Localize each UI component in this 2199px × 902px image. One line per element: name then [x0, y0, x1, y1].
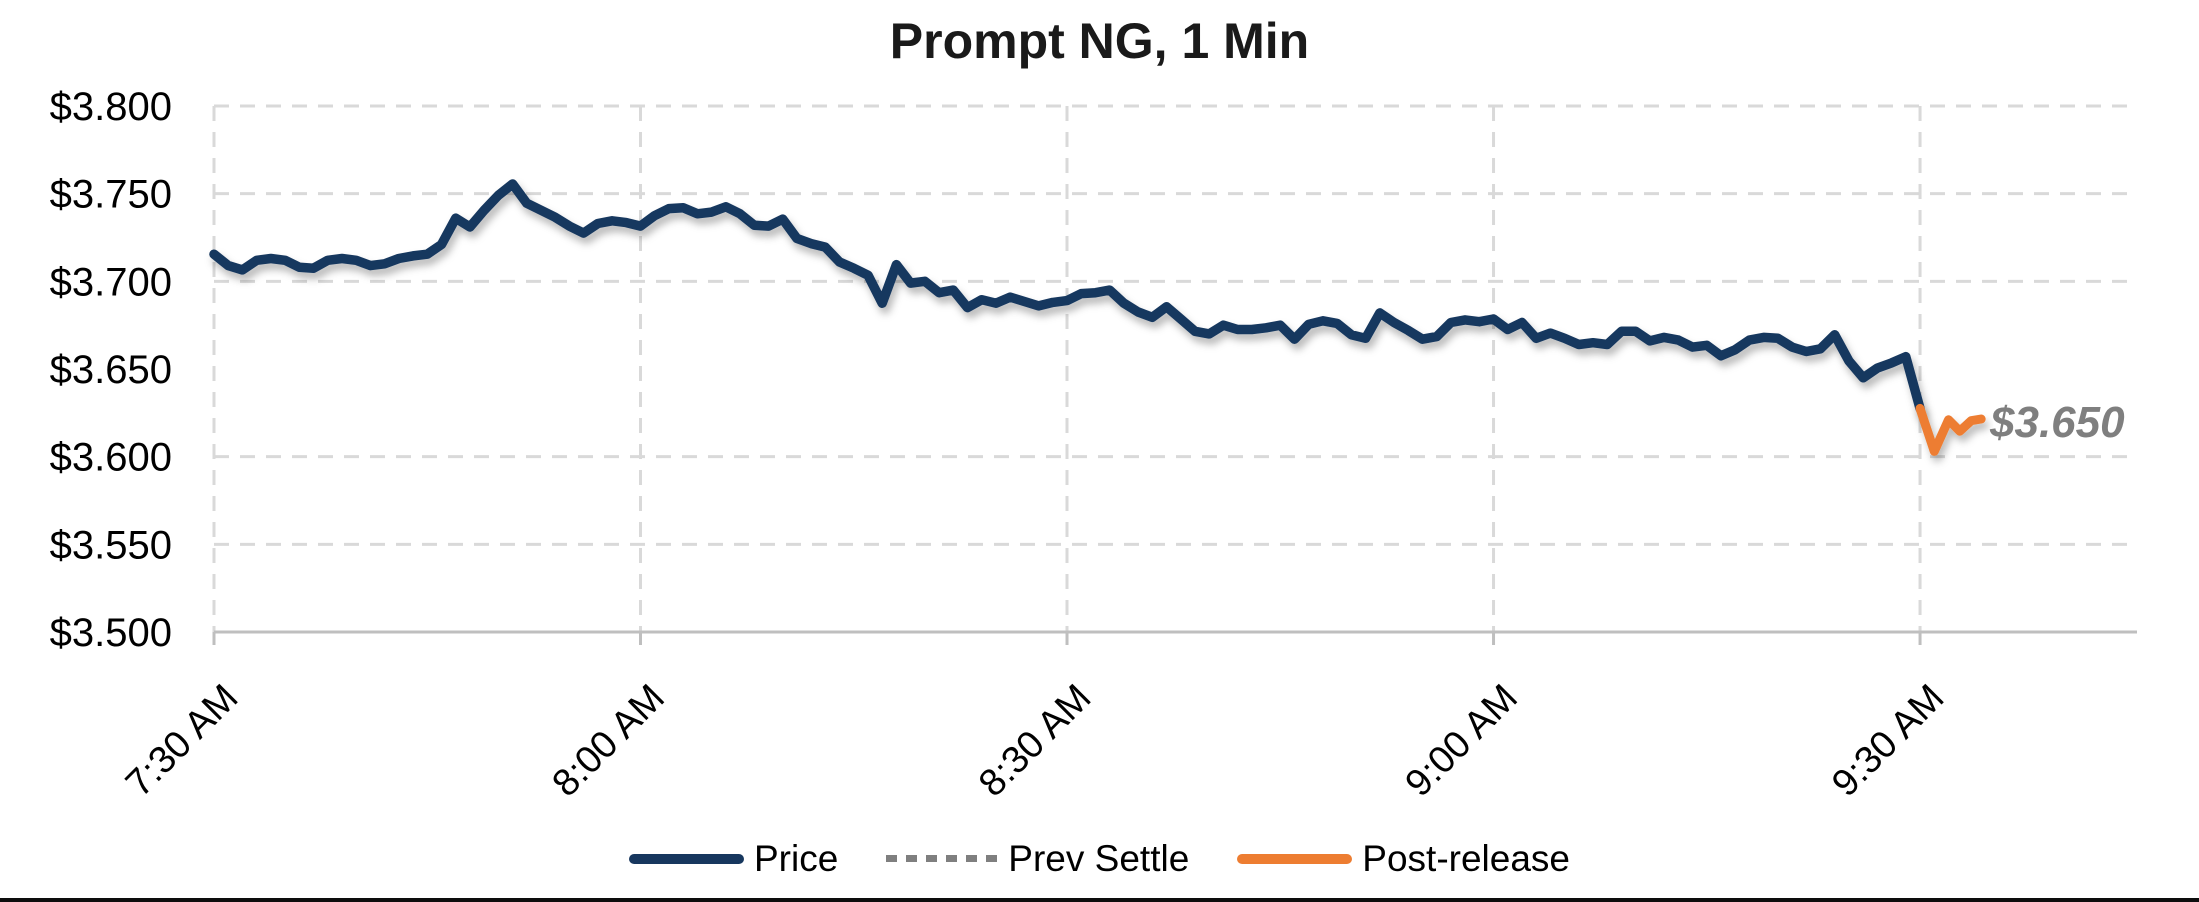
x-axis-label: 7:30 AM	[118, 677, 246, 805]
x-axis-label: 9:30 AM	[1824, 677, 1952, 805]
y-axis-label: $3.750	[50, 173, 172, 217]
legend-item-prev-settle: Prev Settle	[886, 840, 1189, 877]
x-axis-label: 9:00 AM	[1398, 677, 1526, 805]
legend-item-post-release: Post-release	[1237, 840, 1570, 877]
price-line-swatch	[628, 853, 744, 864]
prev-settle-value-label: $3.650	[1989, 398, 2125, 447]
y-axis-label: $3.700	[50, 260, 172, 304]
legend-item-price: Price	[628, 838, 839, 879]
y-axis-label: $3.650	[50, 348, 172, 392]
y-axis-label: $3.550	[50, 523, 172, 567]
gridlines	[212, 104, 2137, 632]
legend-label-prev-settle: Prev Settle	[1008, 838, 1190, 879]
series-lines	[209, 179, 2135, 456]
legend: Price Prev Settle Post-release	[0, 840, 2199, 877]
post-release-line	[1915, 403, 1986, 456]
y-axis-label: $3.500	[50, 611, 172, 655]
chart-title: Prompt NG, 1 Min	[889, 13, 1310, 69]
prev-settle-line-swatch	[886, 855, 999, 862]
legend-label-price: Price	[753, 838, 839, 879]
price-line	[209, 179, 1925, 414]
y-axis-label: $3.800	[50, 85, 172, 129]
y-axis-label: $3.600	[50, 436, 172, 480]
post-release-line-swatch	[1237, 853, 1353, 864]
bottom-border-line	[0, 898, 2199, 902]
x-axis-label: 8:00 AM	[545, 677, 673, 805]
x-axis-label: 8:30 AM	[971, 677, 1099, 805]
axes	[212, 630, 2137, 645]
legend-label-post-release: Post-release	[1362, 838, 1570, 879]
